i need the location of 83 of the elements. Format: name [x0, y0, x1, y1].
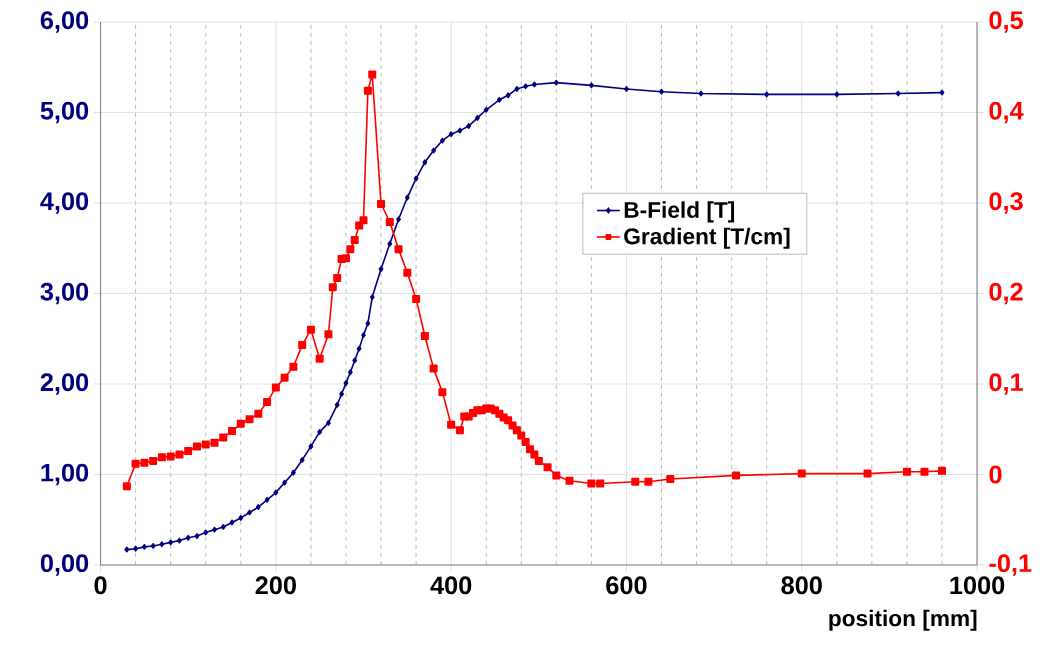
point: [334, 401, 340, 408]
point: [466, 123, 472, 129]
point: [343, 380, 349, 387]
point: [150, 543, 156, 549]
point: [624, 86, 629, 92]
point: [168, 539, 174, 546]
point: [282, 479, 288, 486]
point: [133, 545, 138, 552]
point: [356, 345, 362, 352]
y-tick-label: 1,00: [41, 463, 89, 486]
point: [553, 79, 559, 86]
point: [290, 469, 296, 476]
point: [369, 294, 375, 301]
point: [317, 429, 323, 435]
point: [698, 90, 704, 97]
point: [483, 106, 489, 113]
point: [141, 543, 147, 550]
point: [422, 159, 428, 166]
point: [532, 81, 537, 88]
point: [448, 131, 454, 138]
y2-tick-label: 0,4: [989, 101, 1024, 124]
x-tick-label: 800: [781, 576, 822, 595]
x-tick-label: 600: [606, 576, 647, 595]
y2-tick-label: 0,2: [989, 282, 1023, 305]
y-tick-label: 5,00: [40, 101, 89, 124]
y-tick-label: 3,00: [40, 282, 89, 305]
x-tick-label: 0: [94, 576, 107, 595]
y-tick-label: 4,00: [40, 192, 89, 214]
point: [431, 147, 437, 154]
point: [308, 443, 314, 450]
point: [439, 137, 445, 144]
point: [939, 89, 945, 96]
point: [352, 357, 358, 364]
point: [413, 175, 419, 182]
point: [475, 114, 480, 121]
x-tick-label: 1000: [950, 576, 1005, 595]
point: [834, 91, 840, 98]
point: [523, 83, 529, 90]
point: [326, 419, 331, 426]
point: [764, 91, 770, 98]
y2-tick-label: 0,5: [989, 11, 1023, 33]
point: [273, 489, 279, 496]
point: [361, 332, 366, 339]
point: [659, 88, 664, 95]
legend-label: Gradient [T/cm]: [624, 227, 790, 249]
point: [496, 96, 502, 103]
x-tick-label: 400: [430, 576, 472, 595]
point: [194, 533, 200, 539]
y-tick-label: 2,00: [40, 373, 89, 395]
point: [229, 519, 235, 526]
point: [588, 82, 594, 89]
point: [185, 534, 191, 541]
point: [347, 369, 353, 376]
y2-tick-label: 0,1: [989, 373, 1023, 395]
x-axis-title: position [mm]: [829, 609, 977, 631]
point: [264, 496, 270, 503]
point: [203, 529, 209, 536]
point: [895, 90, 901, 97]
point: [159, 541, 165, 548]
point: [124, 546, 130, 553]
point: [247, 509, 252, 516]
point: [365, 320, 371, 327]
point: [378, 266, 384, 272]
point: [457, 127, 463, 134]
y2-tick-label: 0: [989, 465, 1002, 484]
point: [299, 457, 305, 463]
point: [339, 391, 344, 397]
y2-tick-label: -0,1: [989, 554, 1032, 576]
y-tick-label: 0,00: [40, 554, 89, 576]
point: [255, 504, 261, 510]
point: [177, 537, 182, 544]
y-tick-label: 6,00: [40, 11, 89, 33]
point: [505, 92, 511, 99]
point: [212, 526, 217, 533]
point: [514, 86, 520, 92]
point: [404, 194, 410, 201]
point: [238, 514, 244, 521]
x-tick-label: 200: [255, 576, 296, 595]
legend-label: B-Field [T]: [624, 201, 735, 223]
point: [220, 524, 226, 530]
y2-tick-label: 0,3: [989, 192, 1023, 214]
point: [387, 240, 393, 247]
point: [396, 216, 401, 223]
